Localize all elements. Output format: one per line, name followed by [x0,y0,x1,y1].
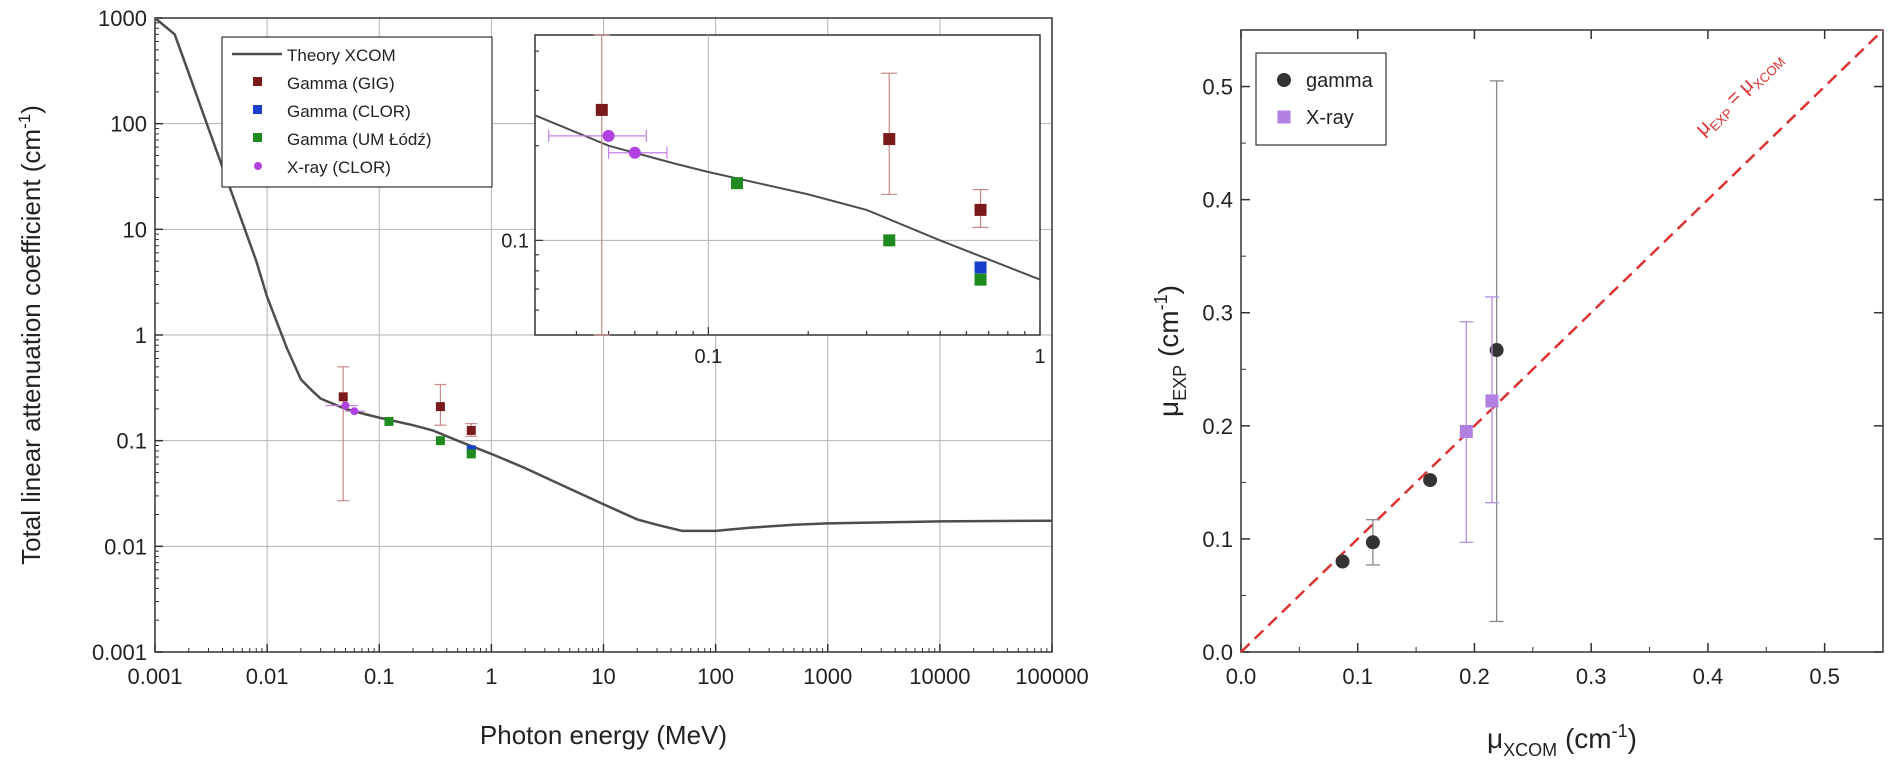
scatter-point-gamma [1365,535,1380,550]
scatter-point-gamma [1423,473,1438,488]
inset-data-point-xray-clor [602,129,615,142]
inset-data-point [883,133,896,146]
legend-label: Gamma (CLOR) [287,102,411,121]
data-point-gamma-um [384,416,394,426]
inset-plot: 0.1 1 0.1 [501,34,1046,368]
legend-label: Gamma (UM Łódź) [287,130,432,149]
scatter-x-tick-label: 0.0 [1226,664,1257,689]
y-tick-label: 10 [123,217,147,242]
scatter-x-tick-label: 0.3 [1576,664,1607,689]
scatter-legend-swatch-gamma [1277,73,1291,87]
scatter-point-gamma [1489,343,1504,358]
y-tick-label: 0.01 [104,534,147,559]
legend-main: Theory XCOM Gamma (GIG) Gamma (CLOR) Gamma … [221,36,493,188]
scatter-x-axis-label: μXCOM (cm-1) [1487,721,1637,760]
legend-box [221,36,493,188]
legend-label: Gamma (GIG) [287,74,395,93]
legend-swatch-xray [254,162,262,170]
inset-data-point [595,103,608,116]
legend-swatch [253,77,262,86]
y-tick-label: 0.1 [116,429,147,454]
data-point-xray-clor [350,407,359,416]
scatter-y-axis-label: μEXP (cm-1) [1151,285,1190,417]
scatter-legend-label: gamma [1306,70,1374,92]
scatter-x-tick-label: 0.5 [1809,664,1840,689]
data-point-gamma-gig [338,392,348,402]
scatter-y-tick-label: 0.4 [1202,188,1233,213]
y-tick-label: 0.001 [92,640,147,665]
inset-x-tick-label: 0.1 [694,346,722,368]
scatter-y-tick-label: 0.3 [1202,301,1233,326]
right-plot: 0.0 0.1 0.2 0.3 0.4 0.5 0.0 0.1 0.2 0.3 0.4 0.5 μXCO… [1151,29,1884,760]
scatter-x-tick-label: 0.2 [1459,664,1490,689]
inset-data-point [883,234,896,247]
inset-theory-curve [534,114,1041,281]
data-point-gamma-um [435,436,445,446]
scatter-point-xray [1485,394,1499,408]
x-tick-label: 10 [591,664,615,689]
data-point-gamma-gig [466,425,476,435]
scatter-legend: gamma X-ray [1255,52,1387,146]
scatter-legend-swatch-xray [1277,110,1291,124]
scatter-x-tick-label: 0.1 [1342,664,1373,689]
x-tick-label: 100000 [1015,664,1088,689]
scatter-y-tick-label: 0.5 [1202,75,1233,100]
scatter-point-gamma [1335,554,1350,569]
scatter-legend-box [1255,52,1387,146]
x-tick-label: 10000 [909,664,970,689]
scatter-y-tick-label: 0.1 [1202,527,1233,552]
x-axis-label: Photon energy (MeV) [480,720,727,750]
legend-label: X-ray (CLOR) [287,158,391,177]
data-point-gamma-um [466,449,476,459]
identity-line [1240,29,1884,653]
y-tick-label: 100 [110,112,147,137]
x-tick-label: 1000 [803,664,852,689]
scatter-point-xray [1459,424,1473,438]
scatter-frame [1240,29,1884,653]
inset-data-point [974,261,987,274]
x-tick-label: 0.01 [246,664,289,689]
y-tick-label: 1 [135,323,147,348]
inset-data-point [974,203,987,216]
x-tick-label: 1 [485,664,497,689]
inset-y-tick-label: 0.1 [501,230,529,252]
y-axis-label: Total linear attenuation coefficient (cm… [15,105,46,565]
data-point-xray-clor [341,401,350,410]
inset-frame [534,34,1041,336]
data-point-gamma-gig [435,402,445,412]
x-tick-label: 0.1 [364,664,395,689]
x-tick-label: 0.001 [127,664,182,689]
theory-xcom-curve [154,17,1053,533]
scatter-y-tick-label: 0.2 [1202,414,1233,439]
inset-x-tick-label: 1 [1034,346,1045,368]
legend-label: Theory XCOM [287,46,396,65]
scatter-x-tick-label: 0.4 [1693,664,1724,689]
y-tick-label: 1000 [98,6,147,31]
x-tick-label: 100 [697,664,734,689]
legend-swatch [253,133,262,142]
inset-data-point [731,177,744,190]
legend-swatch [253,105,262,114]
inset-data-point [974,273,987,286]
inset-data-point-xray-clor [628,146,641,159]
identity-line-label: μEXP = μXCOM [1691,47,1788,142]
scatter-legend-label: X-ray [1306,107,1354,129]
scatter-y-tick-label: 0.0 [1202,640,1233,665]
